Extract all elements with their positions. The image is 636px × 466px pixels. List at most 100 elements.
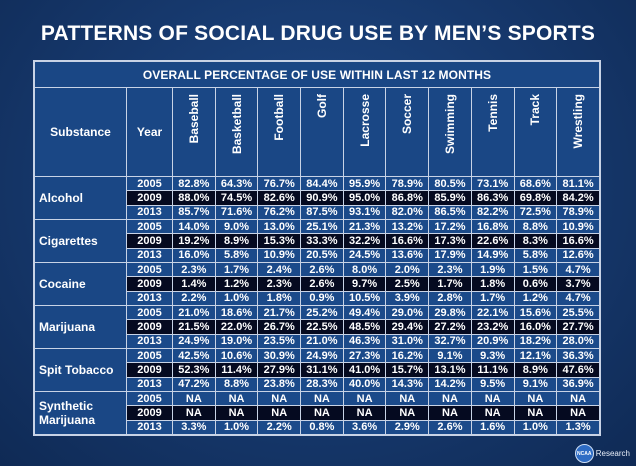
value-cell: 78.9% [385, 175, 430, 192]
table-row: Alcohol 2005 82.8% 64.3% 76.7% 84.4% 95.9% 78.9… [34, 175, 600, 220]
substance-cell: Cocaine [34, 261, 127, 306]
value-cell: 10.9% [257, 247, 302, 263]
value-cell: 29.0% [385, 304, 430, 321]
sport-header-label: Lacrosse [357, 94, 372, 147]
table-row: 2013 47.2% 8.8% 23.8% 28.3% 40.0% 14.3% 14.2% 9.… [35, 376, 600, 392]
year-header: Year [126, 87, 173, 177]
year-cell: 2009 [126, 190, 173, 206]
value-cell: 9.7% [342, 276, 387, 292]
value-cell: NA [385, 390, 430, 407]
year-cell: 2009 [126, 276, 173, 292]
value-cell: 84.4% [300, 175, 344, 192]
sport-header-label: Basketball [229, 94, 244, 155]
value-cell: NA [257, 405, 302, 421]
value-cell: 11.4% [214, 362, 259, 378]
value-cell: 29.8% [428, 304, 472, 321]
value-cell: 87.5% [300, 204, 344, 220]
research-label: Research [595, 449, 630, 458]
value-cell: 47.6% [556, 362, 600, 378]
year-cell: 2009 [126, 362, 173, 378]
value-cell: 16.0% [172, 247, 216, 263]
value-cell: 21.5% [172, 319, 216, 335]
value-cell: 22.6% [470, 233, 515, 249]
value-cell: 14.0% [172, 218, 216, 235]
value-cell: 27.9% [257, 362, 302, 378]
sport-header-label: Wrestling [571, 94, 586, 149]
value-cell: 21.7% [257, 304, 302, 321]
value-cell: 1.6% [470, 419, 515, 436]
value-cell: 25.2% [300, 304, 344, 321]
value-cell: NA [172, 405, 216, 421]
substance-cell: Synthetic Marijuana [34, 390, 127, 436]
value-cell: NA [556, 405, 600, 421]
table-row: 2009 52.3% 11.4% 27.9% 31.1% 41.0% 15.7% 13.1% 1… [35, 362, 600, 378]
value-cell: 1.5% [513, 261, 558, 278]
value-cell: 21.0% [300, 333, 344, 349]
value-cell: NA [470, 405, 515, 421]
value-cell: 9.1% [428, 347, 472, 364]
value-cell: NA [385, 405, 430, 421]
value-cell: 17.9% [428, 247, 472, 263]
value-cell: 1.3% [556, 419, 600, 436]
table-row: Spit Tobacco 2005 42.5% 10.6% 30.9% 24.9% 27.3… [34, 347, 600, 392]
value-cell: 42.5% [172, 347, 216, 364]
value-cell: 80.5% [428, 175, 472, 192]
value-cell: 90.9% [300, 190, 344, 206]
value-cell: 95.0% [342, 190, 387, 206]
value-cell: 1.8% [257, 290, 302, 306]
table-row: 2013 3.3% 1.0% 2.2% 0.8% 3.6% 2.9% 2.6% 1.6% 1.0%… [35, 419, 600, 436]
value-cell: 19.2% [172, 233, 216, 249]
value-cell: 22.1% [470, 304, 515, 321]
value-cell: 28.0% [556, 333, 600, 349]
value-cell: 3.3% [172, 419, 216, 436]
value-cell: NA [556, 390, 600, 407]
substance-cell: Alcohol [34, 176, 127, 220]
value-cell: 2.6% [300, 276, 344, 292]
value-cell: NA [342, 405, 387, 421]
value-cell: NA [428, 405, 472, 421]
value-cell: NA [172, 390, 216, 407]
value-cell: 2.4% [257, 261, 302, 278]
table-row: Synthetic Marijuana 2005 NA NA NA NA NA NA NA NA N… [34, 390, 600, 436]
table-row: Marijuana 2005 21.0% 18.6% 21.7% 25.2% 49.4% 29… [34, 304, 600, 349]
value-cell: 0.8% [300, 419, 344, 436]
value-cell: 95.9% [342, 175, 387, 192]
table-row: Cocaine 2005 2.3% 1.7% 2.4% 2.6% 8.0% 2.0% 2.3% 1… [34, 261, 600, 306]
year-cell: 2013 [126, 419, 173, 436]
value-cell: 36.9% [556, 376, 600, 392]
value-cell: 4.7% [556, 290, 600, 306]
value-cell: 2.3% [428, 261, 472, 278]
value-cell: 3.7% [556, 276, 600, 292]
value-cell: 0.6% [513, 276, 558, 292]
table-row: 2009 88.0% 74.5% 82.6% 90.9% 95.0% 86.8% 85.9% 8… [35, 190, 600, 206]
value-cell: 16.6% [556, 233, 600, 249]
value-cell: NA [300, 405, 344, 421]
value-cell: 17.3% [428, 233, 472, 249]
value-cell: 14.3% [385, 376, 430, 392]
value-cell: 32.2% [342, 233, 387, 249]
value-cell: 20.5% [300, 247, 344, 263]
value-cell: 27.7% [556, 319, 600, 335]
value-cell: 21.0% [172, 304, 216, 321]
value-cell: 47.2% [172, 376, 216, 392]
value-cell: 1.4% [172, 276, 216, 292]
value-cell: 16.6% [385, 233, 430, 249]
value-cell: 2.6% [428, 419, 472, 436]
value-cell: NA [214, 390, 259, 407]
value-cell: 15.3% [257, 233, 302, 249]
value-cell: 33.3% [300, 233, 344, 249]
value-cell: 78.9% [556, 204, 600, 220]
year-cell: 2009 [126, 233, 173, 249]
value-cell: 27.2% [428, 319, 472, 335]
value-cell: 8.3% [513, 233, 558, 249]
substance-cell: Spit Tobacco [34, 347, 127, 392]
table-row: 2013 16.0% 5.8% 10.9% 20.5% 24.5% 13.6% 17.9% 14… [35, 247, 600, 263]
value-cell: 19.0% [214, 333, 259, 349]
year-cell: 2013 [126, 290, 173, 306]
value-cell: NA [300, 390, 344, 407]
sport-header-football: Football [257, 87, 302, 177]
value-cell: 72.5% [513, 204, 558, 220]
value-cell: 1.7% [470, 290, 515, 306]
value-cell: 14.2% [428, 376, 472, 392]
value-cell: 24.9% [172, 333, 216, 349]
